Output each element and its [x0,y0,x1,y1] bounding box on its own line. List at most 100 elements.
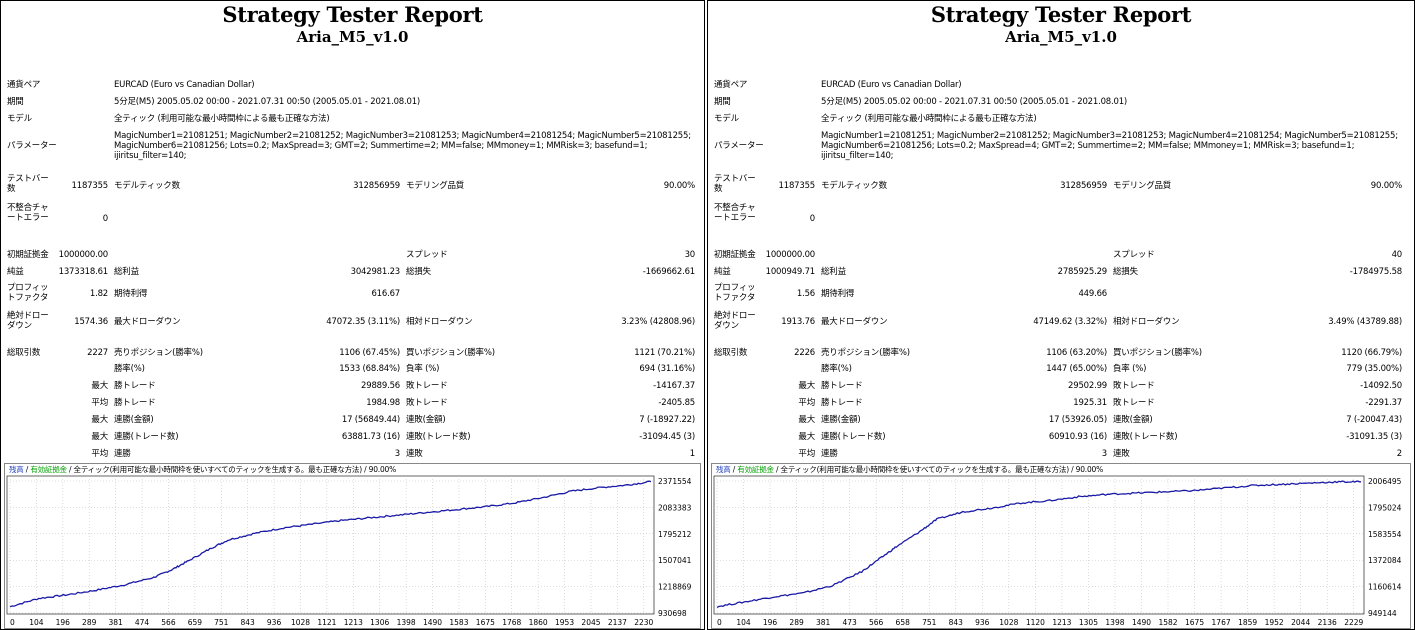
label-maximum-count: 最大 [798,432,815,442]
value-net-profit: 1000949.71 [765,267,816,277]
label-period: 期間 [7,97,24,107]
value-model: 全ティック (利用可能な最小時間枠による最も正確な方法) [114,114,330,124]
label-short-positions: 売りポジション(勝率%) [114,348,203,358]
label-largest-win: 勝トレード [821,381,863,391]
strategy-report-left: Strategy Tester Report Aria_M5_v1.0 通貨ペア… [0,0,705,630]
x-tick-label: 1028 [291,618,310,627]
legend-equity: 有効証拠金 [737,465,774,474]
label-consec-wins-count: 連勝(トレード数) [821,432,886,442]
y-tick-label: 2006495 [1368,477,1402,486]
x-tick-label: 196 [763,618,778,627]
chart-legend: 残高 / 有効証拠金 / 全ティック(利用可能な最小時間枠を使いすべてのティック… [716,465,1104,474]
value-symbol: EURCAD (Euro vs Canadian Dollar) [821,80,962,90]
label-average-loss: 敗トレード [406,398,448,408]
report-title: Strategy Tester Report [222,2,483,27]
x-tick-label: 1767 [1212,618,1231,627]
value-consec-profit: 60910.93 (16) [1048,432,1107,442]
label-rel-dd: 相対ドローダウン [1113,317,1180,327]
x-tick-label: 659 [188,618,203,627]
label-consec-wins-count: 連勝(トレード数) [114,432,179,442]
label-mismatch: 不整合チャートエラー [714,203,756,223]
legend-quality: 90.00% [368,465,397,474]
label-average: 平均 [91,398,108,408]
label-gross-loss: 総損失 [1113,267,1138,277]
label-largest: 最大 [798,381,815,391]
x-tick-label: 751 [922,618,937,627]
report-subtitle: Aria_M5_v1.0 [1005,28,1117,46]
value-avg-consec-wins: 3 [1101,449,1107,459]
label-average-loss: 敗トレード [1113,398,1155,408]
label-average-win: 勝トレード [821,398,863,408]
label-initial-deposit: 初期証拠金 [7,250,49,260]
label-loss-rate: 負率 (%) [406,364,440,374]
label-consec-wins: 連勝 [821,449,838,459]
value-quality: 90.00% [663,181,695,191]
label-consec-losses-money: 連敗(金額) [1113,415,1153,425]
legend-model: 全ティック(利用可能な最小時間枠を使いすべてのティックを生成する。最も正確な方法… [73,465,363,474]
chart-legend: 残高 / 有効証拠金 / 全ティック(利用可能な最小時間枠を使いすべてのティック… [9,465,397,474]
value-model: 全ティック (利用可能な最小時間枠による最も正確な方法) [821,114,1037,124]
value-profit-factor: 1.56 [796,289,815,299]
value-ticks: 312856959 [1060,181,1107,191]
value-expected-payoff: 616.67 [371,289,400,299]
label-model: モデル [714,114,739,124]
value-initial-deposit: 1000000.00 [765,250,816,260]
chart-svg: 949144 1160614 1372084 1583554 1795024 200649… [713,475,1402,627]
x-tick-label: 2136 [1318,618,1337,627]
value-initial-deposit: 1000000.00 [58,250,109,260]
x-tick-label: 1675 [1185,618,1204,627]
label-average-win: 勝トレード [114,398,156,408]
legend-equity: 有効証拠金 [30,465,67,474]
value-total-trades: 2227 [87,348,108,358]
value-consec-wins-money: 17 (53926.05) [1048,415,1107,425]
x-tick-label: 1582 [1158,618,1177,627]
value-consec-wins-money: 17 (56849.44) [341,415,400,425]
label-maximum-money: 最大 [798,415,815,425]
label-spread: スプレッド [406,250,448,260]
value-gross-profit: 3042981.23 [350,267,401,277]
x-tick-label: 1860 [529,618,548,627]
label-bars: テストバー数 [7,174,49,194]
label-parameters: パラメーター [7,141,57,151]
y-tick-label: 1583554 [1368,530,1402,539]
label-expected-payoff: 期待利得 [114,289,148,299]
report-subtitle: Aria_M5_v1.0 [296,28,409,46]
strategy-report-right: Strategy Tester Report Aria_M5_v1.0 通貨ペア… [707,0,1415,630]
label-abs-dd: 絶対ドローダウン [7,311,49,331]
value-rel-dd: 3.23% (42808.96) [621,317,695,327]
x-tick-label: 1398 [397,618,416,627]
label-profit-factor: プロフィットファクタ [7,283,49,303]
label-ticks: モデルティック数 [821,181,887,191]
label-quality: モデリング品質 [1113,181,1172,191]
value-gross-loss: -1784975.58 [1349,267,1402,277]
label-largest: 最大 [91,381,108,391]
label-bars: テストバー数 [714,174,756,194]
legend-balance: 残高 [9,465,24,474]
label-largest-loss: 敗トレード [406,381,448,391]
value-consec-losses-money: 7 (-20047.43) [1346,415,1402,425]
value-parameters: MagicNumber1=21081251; MagicNumber2=2108… [114,131,691,161]
report-title: Strategy Tester Report [930,2,1192,27]
value-consec-loss: -31091.35 (3) [1346,432,1402,442]
value-consec-loss: -31094.45 (3) [639,432,695,442]
label-gross-profit: 総利益 [821,267,846,277]
legend-model: 全ティック(利用可能な最小時間枠を使いすべてのティックを生成する。最も正確な方法… [780,465,1070,474]
label-consec-losses-count: 連敗(トレード数) [1113,432,1178,442]
label-mismatch: 不整合チャートエラー [7,203,49,223]
value-parameters: MagicNumber1=21081251; MagicNumber2=2108… [821,131,1398,161]
label-expected-payoff: 期待利得 [821,289,855,299]
x-tick-label: 0 [10,618,15,627]
x-tick-label: 474 [135,618,150,627]
y-tick-label: 1160614 [1368,583,1402,592]
label-short-positions: 売りポジション(勝率%) [821,348,910,358]
x-tick-label: 566 [869,618,884,627]
x-tick-label: 936 [267,618,282,627]
label-largest-win: 勝トレード [114,381,156,391]
value-loss-rate: 779 (35.00%) [1346,364,1402,374]
y-tick-label: 2083383 [658,503,692,512]
label-gross-profit: 総利益 [114,267,139,277]
value-symbol: EURCAD (Euro vs Canadian Dollar) [114,80,255,90]
y-tick-label: 1795212 [658,530,692,539]
value-gross-profit: 2785925.29 [1057,267,1108,277]
label-consec-losses-money: 連敗(金額) [406,415,446,425]
